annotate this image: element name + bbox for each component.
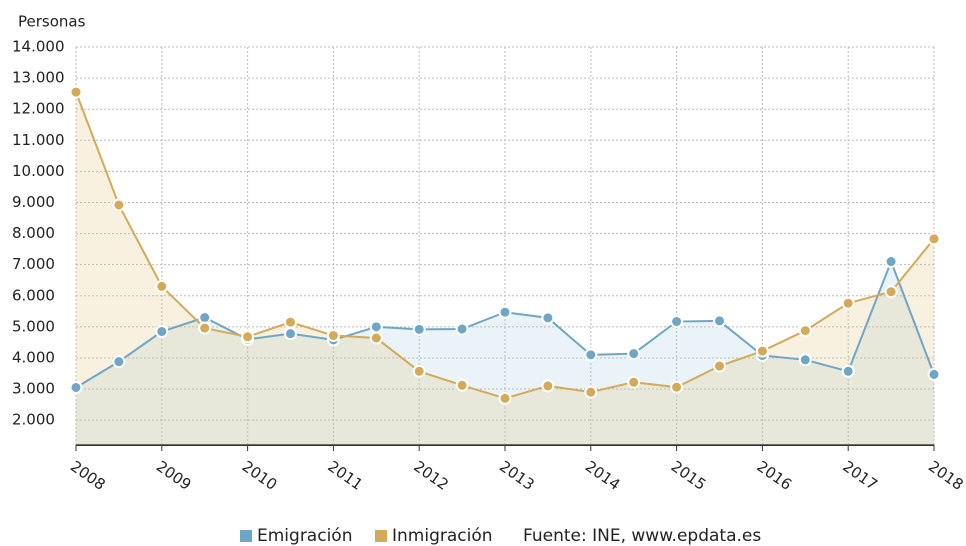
- marker: [541, 379, 555, 393]
- marker: [627, 347, 641, 361]
- grid: [75, 46, 935, 445]
- y-tick-label: 14.000: [12, 38, 65, 56]
- source: Fuente: INE, www.epdata.es: [523, 526, 761, 546]
- marker: [713, 314, 726, 328]
- x-tick-label: 2017: [839, 457, 881, 494]
- markers: [69, 85, 941, 405]
- marker: [455, 378, 469, 392]
- marker: [798, 353, 812, 367]
- marker: [927, 367, 941, 381]
- marker: [241, 330, 255, 344]
- legend-swatch: [375, 530, 387, 542]
- marker: [584, 385, 598, 399]
- y-tick-label: 2.000: [12, 411, 55, 429]
- x-tick-label: 2016: [754, 457, 796, 494]
- marker: [198, 311, 212, 325]
- y-tick-label: 7.000: [12, 255, 55, 273]
- marker: [584, 348, 598, 362]
- marker: [927, 232, 941, 246]
- marker: [112, 355, 126, 369]
- marker: [627, 375, 641, 389]
- marker: [112, 198, 126, 212]
- y-tick-label: 12.000: [12, 100, 65, 118]
- y-tick-label: 5.000: [12, 317, 55, 335]
- x-tick-label: 2012: [410, 457, 452, 494]
- x-tick-label: 2009: [153, 457, 195, 494]
- y-tick-label: 13.000: [12, 69, 65, 87]
- marker: [498, 305, 512, 319]
- marker: [841, 364, 855, 378]
- legend-label: Emigración: [257, 526, 352, 546]
- y-tick-label: 3.000: [12, 380, 55, 398]
- marker: [412, 364, 426, 378]
- areas: [76, 92, 934, 445]
- marker: [284, 315, 297, 329]
- legend-swatch: [240, 530, 252, 542]
- y-tick-label: 10.000: [12, 162, 65, 180]
- marker: [713, 359, 726, 373]
- area: [76, 261, 934, 445]
- marker: [884, 255, 898, 269]
- marker: [841, 296, 855, 310]
- x-tick-label: 2018: [925, 457, 966, 494]
- x-tick-label: 2013: [496, 457, 538, 494]
- x-tick-label: 2010: [239, 457, 281, 494]
- marker: [541, 311, 555, 325]
- y-tick-label: 6.000: [12, 286, 55, 304]
- marker: [69, 380, 83, 394]
- y-axis-label: Personas: [18, 13, 86, 31]
- marker: [326, 329, 340, 343]
- marker: [455, 322, 469, 336]
- marker: [755, 344, 769, 358]
- marker: [412, 322, 426, 336]
- marker: [670, 380, 684, 394]
- marker: [884, 285, 898, 299]
- y-tick-label: 9.000: [12, 193, 55, 211]
- marker: [155, 279, 169, 293]
- x-tick-label: 2011: [325, 457, 367, 494]
- x-tick-label: 2015: [668, 457, 710, 494]
- legend-label: Inmigración: [392, 526, 493, 546]
- marker: [69, 85, 83, 99]
- area: [76, 92, 934, 445]
- marker: [284, 327, 297, 341]
- y-tick-label: 4.000: [12, 348, 55, 366]
- marker: [498, 391, 512, 405]
- marker: [369, 331, 383, 345]
- x-tick-label: 2008: [67, 457, 109, 494]
- x-tick-label: 2014: [582, 457, 624, 494]
- y-tick-label: 8.000: [12, 224, 55, 242]
- marker: [155, 325, 169, 339]
- marker: [369, 320, 383, 334]
- marker: [198, 321, 212, 335]
- marker: [670, 315, 684, 329]
- y-tick-label: 11.000: [12, 131, 65, 149]
- marker: [798, 324, 812, 338]
- legend: Emigración Inmigración: [240, 526, 493, 546]
